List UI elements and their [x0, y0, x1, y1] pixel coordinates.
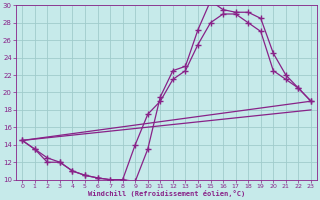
X-axis label: Windchill (Refroidissement éolien,°C): Windchill (Refroidissement éolien,°C) [88, 190, 245, 197]
